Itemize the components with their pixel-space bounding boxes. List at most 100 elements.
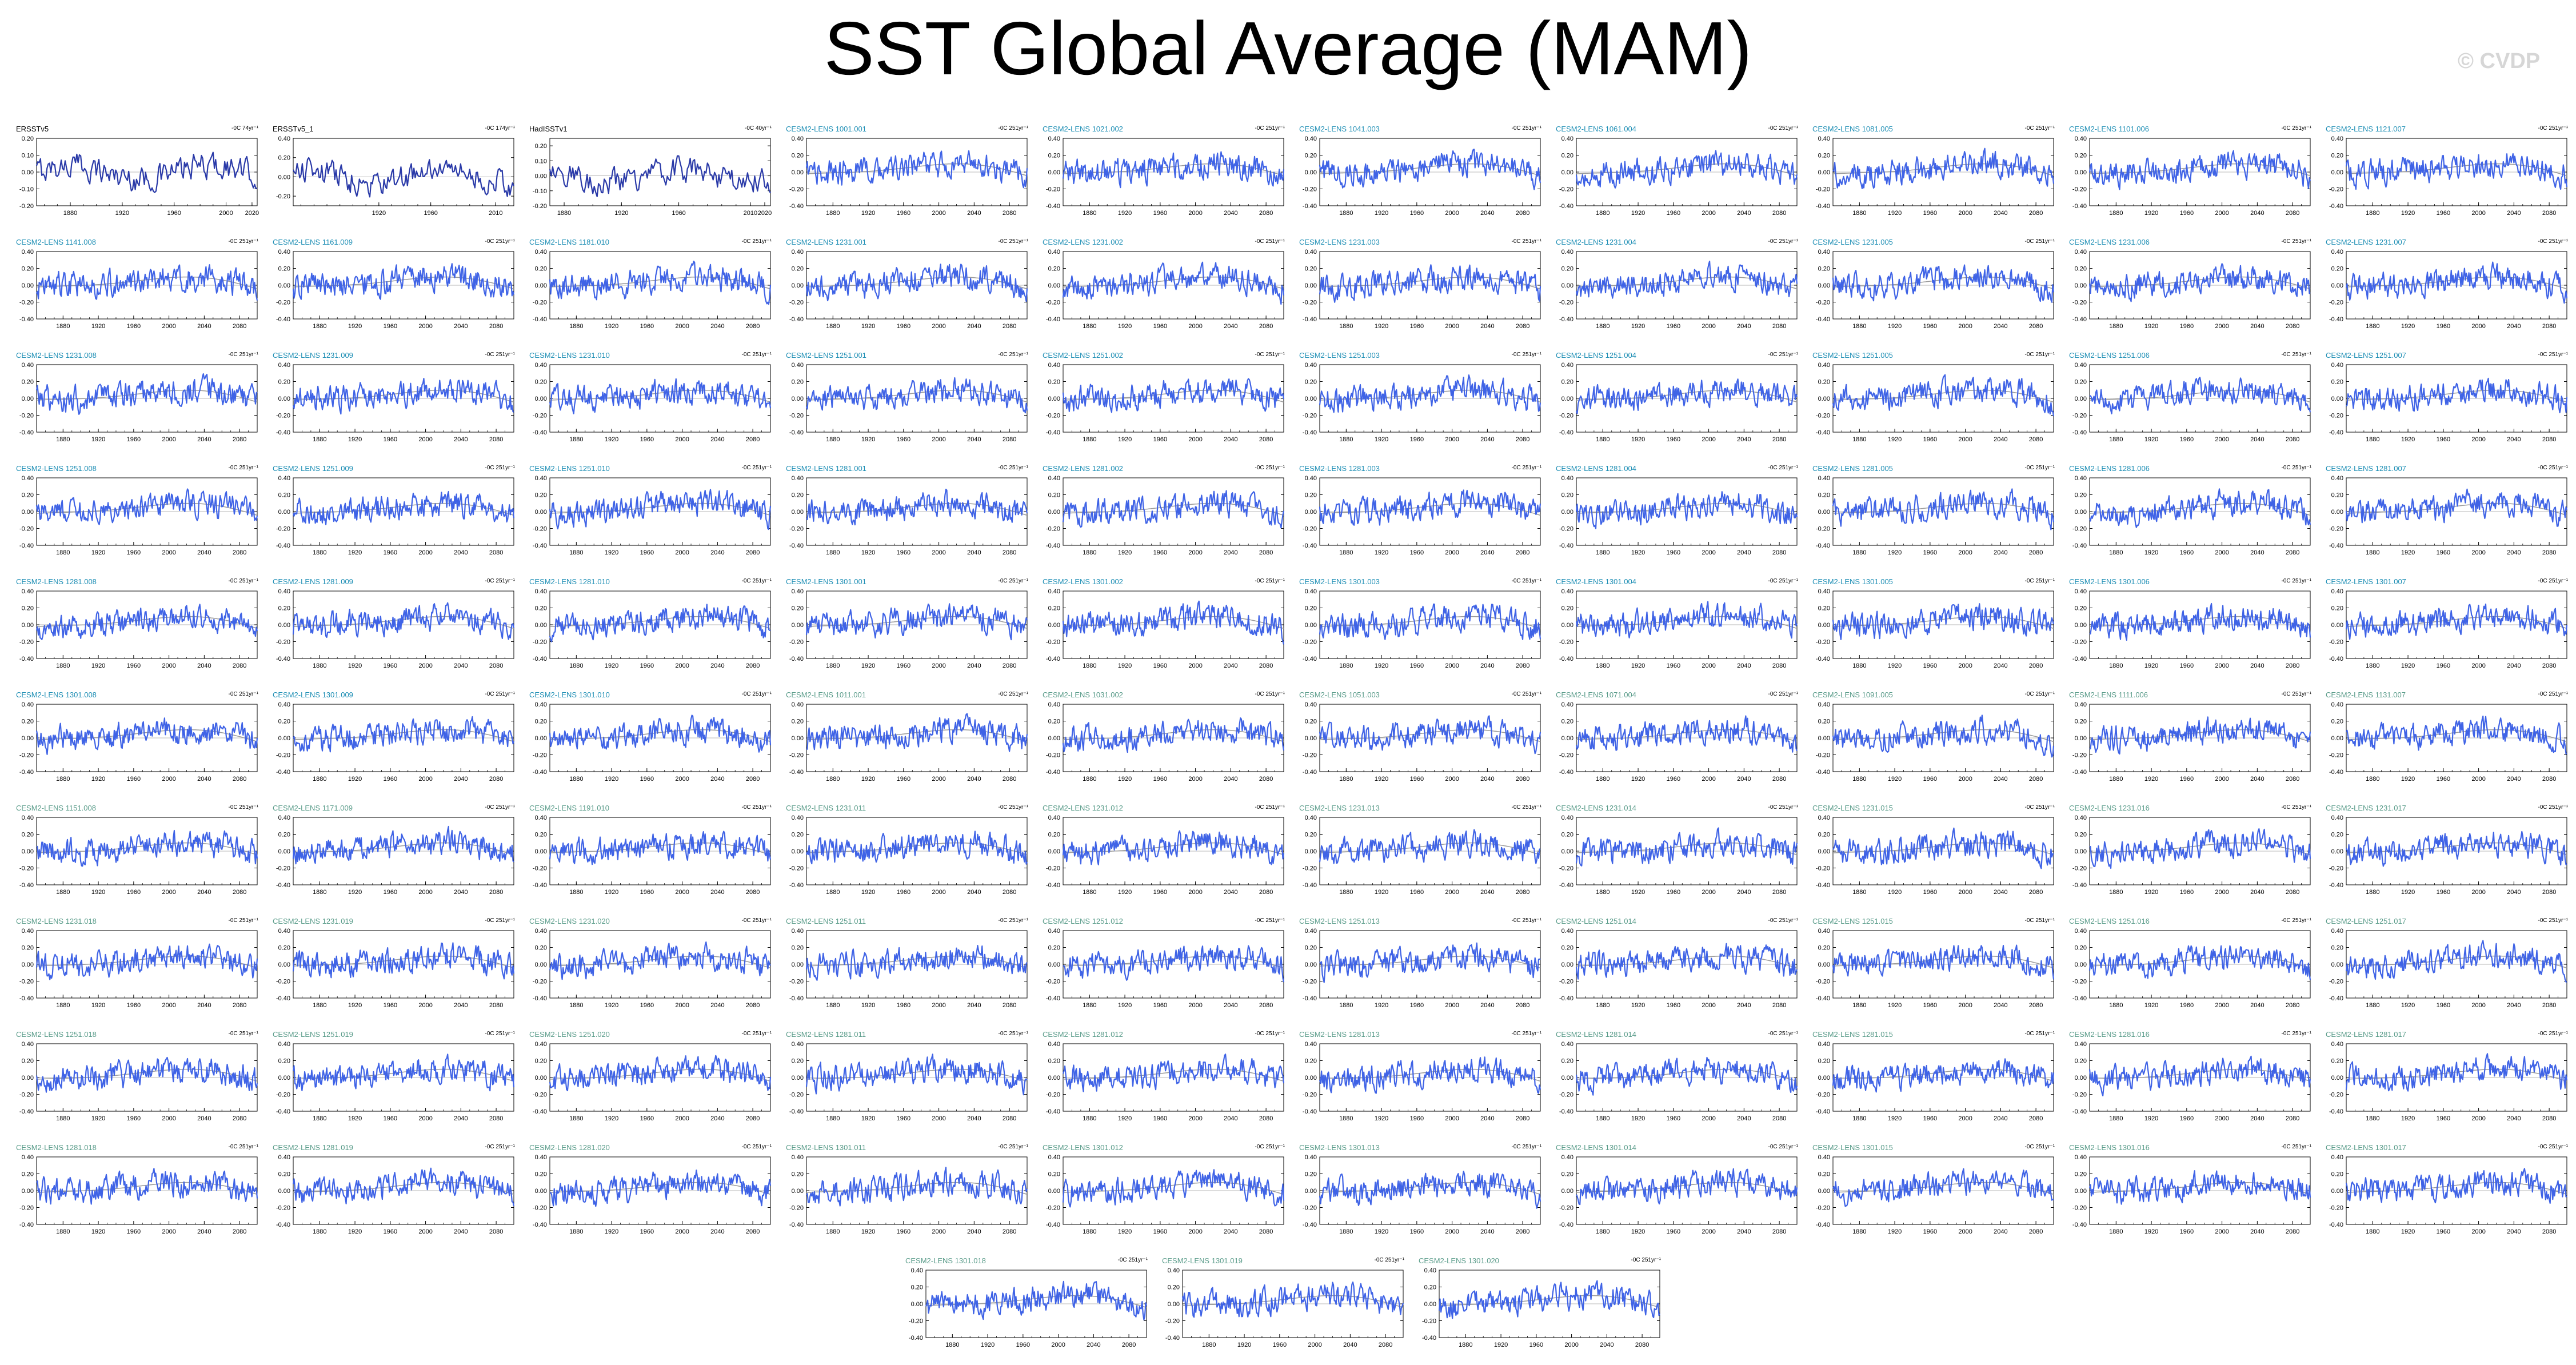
- x-tick-label: 2080: [1003, 662, 1016, 669]
- x-tick-label: 2080: [746, 889, 760, 896]
- y-tick-label: -0.40: [789, 429, 804, 436]
- x-tick-label: 2080: [1772, 662, 1786, 669]
- y-tick-label: 0.00: [22, 848, 34, 855]
- y-tick-label: -0.20: [789, 752, 804, 759]
- x-tick-label: 2000: [1188, 662, 1202, 669]
- y-tick-label: 0.40: [2331, 701, 2343, 708]
- x-tick-label: 2000: [1958, 1002, 1972, 1009]
- x-tick-label: 2080: [489, 776, 503, 783]
- y-tick-label: -0.20: [789, 300, 804, 306]
- x-tick-label: 1920: [605, 662, 618, 669]
- x-tick-label: 1920: [1888, 776, 1902, 783]
- y-tick-label: 0.40: [1048, 362, 1060, 369]
- model-series-line: [806, 378, 1027, 413]
- model-series-line: [806, 151, 1027, 187]
- x-tick-label: 2020: [245, 210, 259, 217]
- model-series-line: [2090, 489, 2310, 527]
- x-tick-label: 2040: [710, 776, 724, 783]
- y-tick-label: -0.40: [533, 995, 547, 1002]
- y-tick-label: 0.00: [22, 622, 34, 629]
- x-tick-label: 2000: [1188, 889, 1202, 896]
- y-tick-label: -0.40: [789, 882, 804, 889]
- y-tick-label: 0.20: [1561, 719, 1573, 725]
- x-tick-label: 2000: [1188, 436, 1202, 443]
- y-tick-label: 0.40: [535, 249, 547, 256]
- x-tick-label: 2000: [675, 1115, 689, 1122]
- y-tick-label: 0.40: [2331, 135, 2343, 142]
- x-tick-label: 2040: [197, 1002, 211, 1009]
- y-tick-label: -0.20: [19, 203, 34, 210]
- x-tick-label: 2040: [967, 436, 981, 443]
- y-tick-label: -0.40: [2072, 769, 2087, 776]
- x-tick-label: 2000: [932, 323, 945, 330]
- y-tick-label: -0.40: [533, 769, 547, 776]
- y-tick-label: 0.40: [22, 701, 34, 708]
- x-tick-label: 2000: [418, 889, 432, 896]
- x-tick-label: 1880: [1852, 549, 1866, 556]
- y-tick-label: 0.40: [1305, 135, 1317, 142]
- x-tick-label: 1880: [313, 776, 326, 783]
- y-tick-label: 0.20: [1048, 266, 1060, 273]
- x-tick-label: 2000: [2215, 662, 2228, 669]
- y-tick-label: -0.20: [1816, 186, 1830, 193]
- x-tick-label: 1880: [557, 210, 571, 217]
- x-tick-label: 2000: [1188, 776, 1202, 783]
- model-series-line: [550, 942, 770, 979]
- x-tick-label: 1960: [1153, 1002, 1167, 1009]
- y-tick-label: -0.40: [1303, 656, 1317, 662]
- y-tick-label: 0.20: [1305, 945, 1317, 952]
- model-series-line: [1320, 149, 1540, 189]
- y-tick-label: -0.20: [2072, 979, 2087, 985]
- x-tick-label: 2040: [2250, 436, 2264, 443]
- y-tick-label: 0.00: [1561, 509, 1573, 516]
- x-tick-label: 1920: [2401, 776, 2415, 783]
- x-tick-label: 1880: [569, 1002, 583, 1009]
- y-tick-label: -0.40: [1559, 316, 1573, 323]
- model-series-line: [37, 374, 257, 414]
- x-tick-label: 2040: [1737, 323, 1751, 330]
- model-series-line: [1320, 604, 1540, 640]
- y-tick-label: 0.40: [1305, 815, 1317, 821]
- x-tick-label: 1960: [1923, 323, 1937, 330]
- y-tick-label: 0.20: [535, 266, 547, 273]
- y-tick-label: 0.20: [278, 1058, 290, 1065]
- y-tick-label: 0.40: [792, 588, 804, 595]
- x-tick-label: 1880: [2366, 889, 2379, 896]
- x-tick-label: 2000: [932, 1002, 945, 1009]
- y-tick-label: 0.40: [1818, 588, 1830, 595]
- y-tick-label: 0.20: [792, 379, 804, 386]
- y-tick-label: 0.00: [22, 735, 34, 742]
- y-tick-label: 0.20: [1048, 379, 1060, 386]
- x-tick-label: 2000: [675, 662, 689, 669]
- x-tick-label: 1960: [127, 776, 141, 783]
- x-tick-label: 1880: [569, 1115, 583, 1122]
- y-tick-label: -0.20: [276, 413, 290, 420]
- x-tick-label: 2080: [233, 889, 246, 896]
- x-tick-label: 1960: [897, 323, 910, 330]
- x-tick-label: 2000: [2471, 776, 2485, 783]
- model-series-line: [1320, 943, 1540, 983]
- y-tick-label: 0.20: [2331, 719, 2343, 725]
- x-tick-label: 1920: [1375, 210, 1388, 217]
